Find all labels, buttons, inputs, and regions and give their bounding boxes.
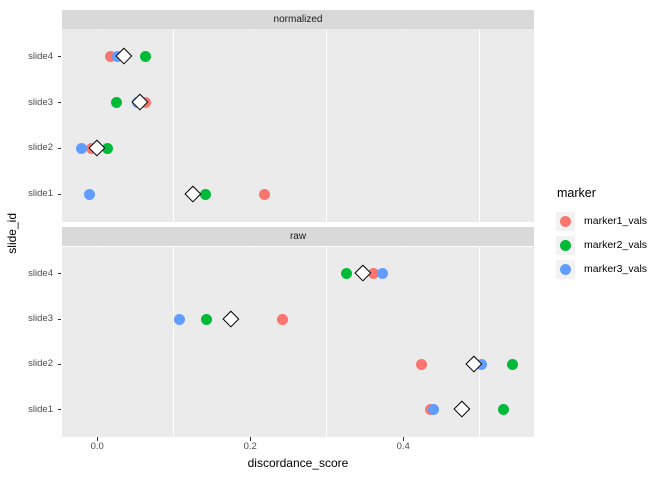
data-point-marker2_vals [201,313,213,325]
data-point-marker2_vals [341,268,353,280]
y-tick-label-slide4: slide4 [28,50,53,62]
legend-title: marker [557,186,596,200]
summary-diamond [454,400,471,418]
y-tick-mark [57,56,61,58]
gridline-major-x [402,246,404,248]
data-point-marker2_vals [200,188,212,200]
x-axis-title: discordance_score [247,456,349,470]
legend-entry-marker3_vals: marker3_vals [556,257,647,281]
x-tick-mark [402,437,404,441]
y-tick-mark [57,409,61,411]
gridline-major-y [62,409,64,411]
panel-normalized [62,29,534,222]
data-point-marker3_vals [428,404,440,416]
y-axis-title: slide_id [4,29,20,437]
gridline-minor-x [326,246,328,437]
gridline-major-y [62,147,64,150]
y-tick-mark [57,102,61,104]
y-tick-label-slide2: slide2 [28,142,53,154]
legend-point-icon [560,239,571,251]
legend-point-icon [560,215,571,227]
x-tick-label-0.4: 0.4 [396,441,410,452]
y-tick-mark [57,363,61,365]
y-tick-mark [57,193,61,195]
y-tick-label-slide3: slide3 [28,96,53,108]
y-tick-label-slide1: slide1 [28,188,53,200]
data-point-marker2_vals [139,51,151,63]
legend-entries: marker1_vals marker2_vals marker3_vals [556,209,647,281]
y-tick-label-slide3: slide3 [28,313,53,325]
gridline-minor-x [173,29,175,222]
gridline-major-y [62,318,64,320]
data-point-marker1_vals [367,268,379,280]
legend-entry-marker2_vals: marker2_vals [556,233,647,257]
gridline-major-x [249,29,251,31]
data-point-marker3_vals [174,313,186,325]
gridline-major-y [62,273,64,275]
x-tick-label-0.0: 0.0 [90,441,104,452]
data-point-marker1_vals [416,358,428,370]
data-point-marker2_vals [497,404,509,416]
data-point-marker1_vals [104,51,116,63]
x-tick-mark [96,437,98,441]
summary-diamond [222,310,239,327]
y-tick-mark [57,147,61,149]
data-point-marker1_vals [259,188,271,200]
legend-point-icon [560,263,571,275]
y-axis-title-text: slide_id [5,212,19,254]
legend-key [556,235,575,255]
panel-raw [62,246,534,437]
legend-entry-label: marker2_vals [584,239,648,251]
data-point-marker3_vals [476,358,488,370]
legend-entry-label: marker1_vals [584,215,648,227]
gridline-major-y [62,363,64,365]
y-tick-label-slide2: slide2 [28,358,53,370]
legend-key [556,211,575,231]
gridline-major-x [402,29,404,31]
gridline-major-y [62,101,64,104]
data-point-marker2_vals [110,97,122,109]
gridline-major-y [62,193,64,195]
gridline-minor-x [326,29,328,222]
data-point-marker2_vals [507,358,519,370]
data-point-marker3_vals [76,142,88,154]
data-point-marker3_vals [84,188,96,200]
summary-diamond [354,264,372,282]
gridline-minor-x [173,246,175,437]
facet-strip-normalized: normalized [62,9,534,29]
facet-strip-label: normalized [273,13,323,25]
y-tick-label-slide4: slide4 [28,267,53,279]
y-tick-label-slide1: slide1 [28,403,53,415]
gridline-major-x [96,246,98,248]
gridline-major-y [62,55,64,58]
data-point-marker1_vals [276,313,288,325]
gridline-major-x [96,29,98,31]
gridline-major-x [249,246,251,248]
x-tick-mark [249,437,251,441]
data-point-marker2_vals [101,142,113,154]
legend-entry-label: marker3_vals [584,263,648,275]
legend-entry-marker1_vals: marker1_vals [556,209,647,233]
gridline-minor-x [479,29,481,222]
facet-strip-raw: raw [62,227,534,246]
gridline-minor-x [479,246,481,437]
facet-strip-label: raw [289,231,307,242]
y-tick-mark [57,318,61,320]
y-tick-mark [57,273,61,275]
x-tick-label-0.2: 0.2 [243,441,257,452]
summary-diamond [184,185,202,203]
legend: marker marker1_vals marker2_vals marker3_v… [556,186,647,281]
legend-key [556,259,575,279]
data-point-marker3_vals [377,268,389,280]
